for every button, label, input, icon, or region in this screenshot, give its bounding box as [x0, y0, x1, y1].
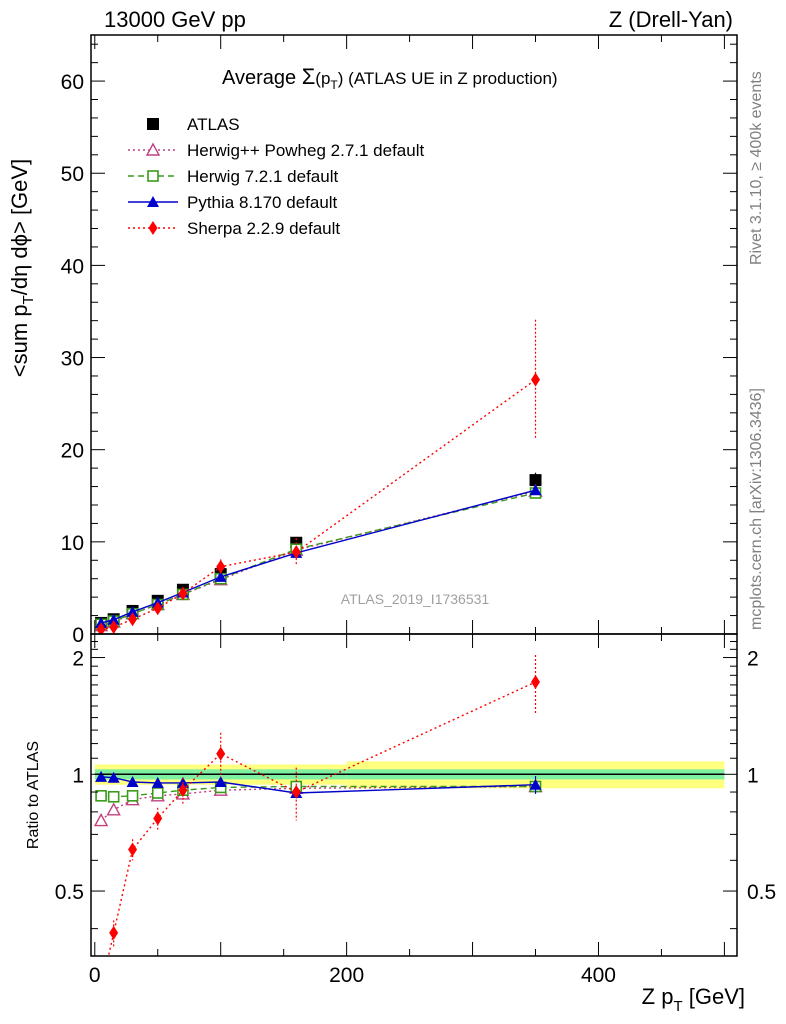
xlabel-sub: T [673, 998, 682, 1015]
main-point-sherpa [96, 622, 106, 634]
legend-label: Herwig++ Powheg 2.7.1 default [187, 141, 424, 160]
title-arg-sub: T [330, 78, 338, 92]
ratio-point-herwig7 [151, 787, 164, 799]
ratio-uncertainty-band [94, 761, 725, 789]
tick-label: 20 [61, 440, 84, 463]
tick-label: 60 [61, 71, 84, 94]
ratio-point-sherpa [128, 842, 138, 857]
legend-entry-herwig7: Herwig 7.2.1 default [128, 167, 338, 186]
ratio-point-sherpa [291, 785, 301, 800]
xlabel-part-a: Z p [642, 984, 674, 1009]
main-plot-title: Average Σ(pT) (ATLAS UE in Z production) [222, 64, 558, 92]
ratio-series-sherpa [107, 655, 541, 956]
ratio-point-pythia [151, 776, 164, 788]
ratio-line-herwigpp [100, 785, 536, 822]
tick-label: 0.5 [747, 881, 776, 904]
ratio-point-sherpa [153, 811, 163, 826]
main-point-sherpa [128, 612, 138, 627]
main-series-herwig7 [95, 487, 542, 631]
main-point-sherpa [109, 620, 119, 634]
main-point-pythia [107, 613, 120, 625]
legend-marker [148, 221, 158, 235]
ratio-point-sherpa [531, 674, 541, 689]
rivet-version-label: Rivet 3.1.10, ≥ 400k events [748, 71, 765, 265]
main-point-sherpa [216, 559, 226, 574]
main-point-pythia [126, 605, 139, 617]
main-point-sherpa [178, 586, 188, 601]
legend-entry-pythia: Pythia 8.170 default [128, 193, 338, 212]
main-point-pythia [214, 570, 227, 582]
ratio-point-sherpa [178, 783, 188, 798]
ratio-point-pythia [214, 776, 227, 788]
title-arg-open: (p [315, 69, 330, 88]
legend-marker [147, 196, 159, 207]
legend: ATLAS Herwig++ Powheg 2.7.1 default Herwig… [128, 115, 424, 238]
tick-label: 2 [747, 648, 759, 671]
legend-label: Herwig 7.2.1 default [187, 167, 338, 186]
ratio-point-herwigpp [93, 813, 109, 827]
main-point-sherpa [153, 601, 163, 616]
ratio-point-pythia [107, 771, 120, 783]
ratio-panel-frame [90, 633, 738, 957]
ratio-point-pythia [126, 776, 139, 788]
tick-label: 40 [61, 255, 84, 278]
legend-label: ATLAS [187, 115, 240, 134]
ratio-line-sherpa [107, 681, 536, 956]
header-process-label: Z (Drell-Yan) [609, 7, 733, 32]
tick-label: 0 [89, 964, 101, 987]
ylabel-part-b: /dη dϕ> [GeV] [7, 159, 32, 295]
x-axis-label: Z pT [GeV] [642, 984, 745, 1015]
ratio-point-pythia [95, 770, 108, 782]
ratio-point-sherpa [109, 925, 119, 940]
main-panel-series [93, 319, 543, 634]
tick-label: 1 [72, 764, 84, 787]
main-point-sherpa [291, 544, 301, 559]
title-suffix: (ATLAS UE in Z production) [343, 69, 557, 88]
legend-marker [147, 118, 159, 130]
legend-entry-sherpa: Sherpa 2.2.9 default [128, 219, 340, 238]
tick-label: 400 [581, 964, 616, 987]
ratio-point-sherpa [216, 746, 226, 761]
tick-label: 200 [329, 964, 364, 987]
ylabel-sub: T [20, 295, 37, 304]
tick-label: 50 [61, 163, 84, 186]
ylabel-part-a: <sum p [7, 304, 32, 377]
main-point-atlas [529, 474, 542, 487]
xlabel-part-b: [GeV] [683, 984, 745, 1009]
legend-marker [145, 142, 161, 156]
tick-label: 30 [61, 348, 84, 371]
legend-entry-herwigpp: Herwig++ Powheg 2.7.1 default [128, 141, 424, 160]
legend-label: Pythia 8.170 default [187, 193, 338, 212]
ratio-point-pythia [529, 778, 542, 790]
main-line-pythia [100, 489, 536, 624]
tick-label: 10 [61, 532, 84, 555]
ratio-series-pythia [95, 770, 542, 798]
ratio-point-herwigpp [106, 802, 121, 816]
main-y-axis-label: <sum pT/dη dϕ> [GeV] [7, 159, 37, 377]
header-beam-label: 13000 GeV pp [104, 7, 246, 32]
title-arg-close: ) [338, 69, 344, 88]
main-point-sherpa [531, 372, 541, 387]
ratio-panel-series [93, 655, 543, 956]
ratio-point-herwig7 [107, 790, 120, 803]
main-series-sherpa [96, 319, 541, 634]
tick-label: 0.5 [55, 881, 84, 904]
main-series-pythia [95, 484, 542, 628]
analysis-watermark: ATLAS_2019_I1736531 [341, 591, 490, 607]
main-point-pythia [529, 484, 542, 496]
legend-label: Sherpa 2.2.9 default [187, 219, 340, 238]
legend-entry-atlas: ATLAS [147, 115, 240, 134]
tick-label: 2 [72, 648, 84, 671]
ratio-point-herwig7 [126, 790, 139, 802]
tick-label: 0 [72, 624, 84, 647]
ratio-y-axis-label: Ratio to ATLAS [25, 741, 42, 849]
title-prefix: Average [222, 67, 302, 89]
mcplots-credit-label: mcplots.cern.ch [arXiv:1306.3436] [748, 388, 765, 630]
tick-label: 1 [747, 764, 759, 787]
title-sigma: Σ [302, 64, 316, 89]
ratio-point-herwig7 [95, 790, 107, 802]
legend-marker [147, 170, 159, 182]
